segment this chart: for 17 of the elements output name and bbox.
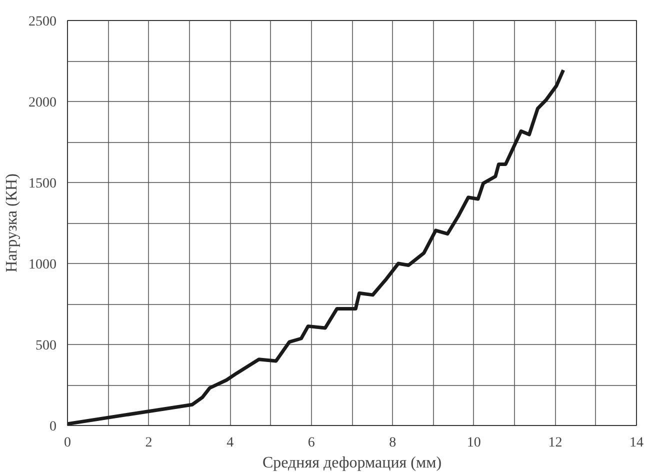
y-tick-label: 1500 <box>28 176 56 192</box>
x-tick-label: 14 <box>630 436 644 450</box>
x-tick-label: 6 <box>308 436 315 450</box>
y-tick-label: 1000 <box>28 258 56 272</box>
x-tick-label: 0 <box>64 436 71 450</box>
x-tick-label: 10 <box>466 436 481 450</box>
x-tick-label: 2 <box>145 436 152 450</box>
x-tick-label: 4 <box>226 436 234 450</box>
x-tick-label: 8 <box>389 436 396 450</box>
y-axis-title: Нагрузка (КН) <box>4 174 20 272</box>
line-series <box>68 68 566 426</box>
x-tick-label: 12 <box>548 436 562 450</box>
y-tick-label: 2000 <box>28 96 56 110</box>
y-tick-label: 0 <box>50 420 56 434</box>
y-tick-label: 500 <box>36 338 56 354</box>
y-tick-label: 2500 <box>28 14 56 30</box>
x-axis-title: Средняя деформация (мм) <box>262 454 442 472</box>
